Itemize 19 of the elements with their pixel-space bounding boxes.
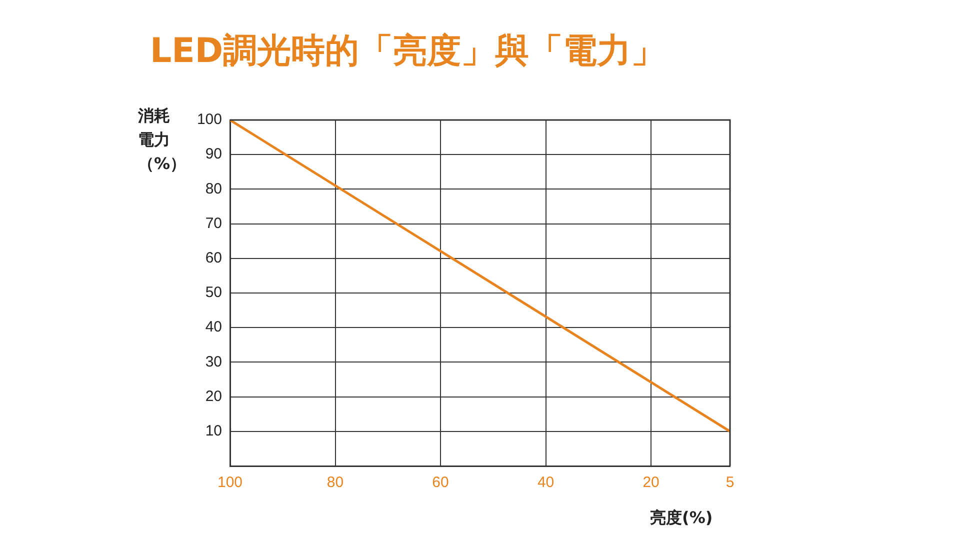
y-tick-label: 50 — [205, 284, 222, 302]
y-tick-label: 30 — [205, 353, 222, 370]
x-tick-label: 80 — [326, 474, 344, 492]
y-tick-label: 80 — [205, 180, 222, 198]
y-tick-label: 90 — [205, 146, 222, 163]
x-axis-title: 亮度(%) — [650, 508, 713, 529]
x-tick-label: 5 — [726, 474, 734, 492]
y-tick-label: 40 — [205, 318, 222, 336]
chart-title: LED調光時的「亮度」與「電力」 — [150, 30, 666, 73]
y-tick-label: 70 — [205, 214, 222, 232]
y-tick-label: 100 — [196, 111, 222, 128]
x-tick-label: 20 — [642, 474, 660, 492]
y-tick-label: 60 — [205, 250, 222, 267]
y-axis-title: 消耗電力（%） — [138, 105, 186, 175]
y-tick-label: 20 — [205, 388, 222, 405]
x-tick-label: 100 — [217, 474, 243, 492]
x-tick-label: 40 — [537, 474, 554, 492]
x-tick-label: 60 — [432, 474, 449, 492]
y-tick-label: 10 — [205, 422, 222, 440]
